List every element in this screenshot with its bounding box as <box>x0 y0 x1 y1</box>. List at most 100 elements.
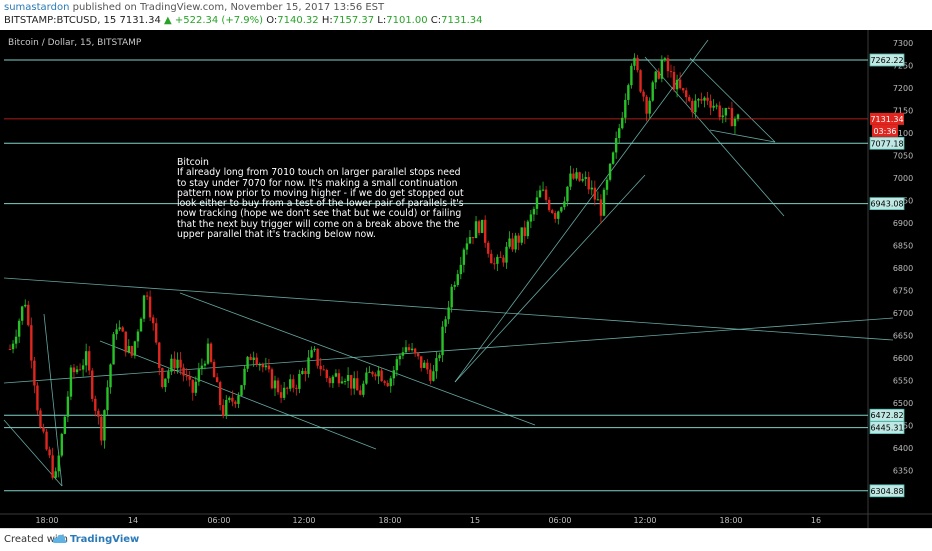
candle-body <box>91 370 94 399</box>
candle-body <box>395 359 399 371</box>
price-label-box <box>869 53 905 67</box>
candle-body <box>127 346 130 353</box>
tradingview-brand[interactable]: TradingView <box>70 534 140 545</box>
price-change: ▲ +522.34 (+7.9%) <box>164 15 264 26</box>
x-tick-label: 12:00 <box>633 516 656 525</box>
candle-body <box>30 325 33 361</box>
candle-body <box>596 199 600 201</box>
x-tick-label: 12:00 <box>292 516 315 525</box>
candle-body <box>681 88 685 91</box>
high-value: 7157.37 <box>332 15 375 26</box>
candle-body <box>179 359 182 368</box>
x-tick-label: 18:00 <box>378 516 401 525</box>
candle-body <box>535 197 539 209</box>
close-value: 7131.34 <box>441 15 483 26</box>
candle-body <box>715 105 718 107</box>
candle-body <box>721 115 724 118</box>
candle-body <box>188 376 191 380</box>
candle-body <box>560 207 563 212</box>
candle-body <box>66 396 70 417</box>
candle-body <box>697 99 700 101</box>
candle-body <box>487 242 490 254</box>
chart-area[interactable]: 6350640064506500655066006650670067506800… <box>0 30 932 528</box>
candle-body <box>200 365 204 370</box>
candle-body <box>654 71 657 83</box>
candle-body <box>212 361 216 378</box>
candle-body <box>712 105 715 108</box>
candle-body <box>374 374 377 377</box>
candle-body <box>544 189 548 200</box>
open-value: 7140.32 <box>277 15 319 26</box>
candle-body <box>538 190 542 198</box>
candle-body <box>33 360 36 386</box>
candle-body <box>14 336 18 344</box>
candle-body <box>45 431 48 450</box>
footer-bar: Created with TradingView <box>0 528 932 551</box>
candle-body <box>24 304 27 307</box>
candle-body <box>228 397 231 400</box>
candle-body <box>651 82 654 101</box>
candle-body <box>69 367 73 397</box>
candle-body <box>703 97 706 101</box>
candle-body <box>675 79 679 90</box>
candle-body <box>170 358 173 372</box>
x-tick-label: 18:00 <box>35 516 58 525</box>
candle-body <box>292 379 295 388</box>
candle-body <box>496 256 499 264</box>
candle-body <box>526 221 530 237</box>
candle-body <box>639 70 642 92</box>
candle-body <box>727 108 731 110</box>
candle-body <box>633 57 636 66</box>
candle-body <box>261 364 265 368</box>
candle-body <box>566 186 569 202</box>
candle-body <box>611 152 615 164</box>
candle-body <box>209 343 213 362</box>
candle-body <box>362 383 365 395</box>
candle-body <box>81 365 85 370</box>
candle-body <box>483 219 487 243</box>
candle-body <box>282 387 286 398</box>
candle-body <box>420 356 423 368</box>
candle-body <box>660 60 664 79</box>
candle-body <box>17 320 21 337</box>
candlestick-chart[interactable]: 6350640064506500655066006650670067506800… <box>0 30 932 528</box>
trend-line <box>179 292 536 426</box>
x-tick-label: 14 <box>128 516 138 525</box>
chart-annotation[interactable]: Bitcoin If already long from 7010 touch … <box>177 157 467 240</box>
candle-body <box>51 455 54 478</box>
candle-body <box>349 375 353 389</box>
trend-line <box>689 57 776 143</box>
candle-body <box>618 128 621 139</box>
publish-text: published on TradingView.com, November 1… <box>72 2 385 13</box>
x-tick-label: 15 <box>470 516 480 525</box>
candle-body <box>20 306 24 321</box>
y-tick-label: 6800 <box>893 264 913 273</box>
candle-body <box>279 392 283 398</box>
candle-body <box>624 99 627 118</box>
candle-body <box>672 71 676 90</box>
candle-body <box>599 199 603 216</box>
candle-body <box>410 348 414 351</box>
candle-body <box>313 348 316 351</box>
trend-line <box>709 129 776 143</box>
candle-body <box>587 177 590 190</box>
candle-body <box>706 97 709 101</box>
candle-body <box>356 378 359 391</box>
candle-body <box>258 364 261 366</box>
candle-body <box>94 398 97 411</box>
candle-body <box>404 347 408 353</box>
candle-body <box>285 387 289 389</box>
candle-body <box>529 214 533 222</box>
candle-body <box>142 295 146 319</box>
open-label: O: <box>266 15 278 26</box>
y-tick-label: 7000 <box>893 174 913 183</box>
candle-body <box>145 295 149 297</box>
created-with-text: Created with <box>4 534 68 545</box>
candle-body <box>103 410 106 441</box>
candle-body <box>547 199 551 211</box>
symbol-name: BITSTAMP:BTCUSD, 15 <box>4 15 117 26</box>
candle-body <box>490 253 493 264</box>
candle-body <box>541 189 545 191</box>
author-link[interactable]: sumastardon <box>4 2 70 13</box>
candle-body <box>508 238 511 247</box>
